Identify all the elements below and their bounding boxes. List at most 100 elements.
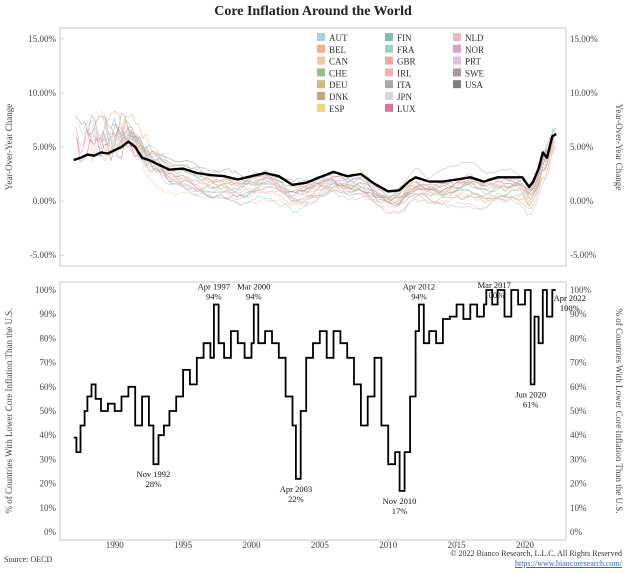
annotation-value: 17% — [392, 506, 408, 516]
top-ytick-label-right: 0.00% — [570, 196, 594, 206]
legend-label-esp: ESP — [329, 104, 345, 114]
annotation-date: Mar 2017 — [478, 280, 511, 290]
legend-label-dnk: DNK — [329, 92, 349, 102]
bottom-ytick-label-right: 70% — [570, 358, 587, 368]
bottom-ytick-label-right: 0% — [570, 527, 583, 537]
bottom-ytick-label-left: 60% — [40, 382, 57, 392]
country-line-swe — [74, 115, 554, 207]
legend-label-nor: NOR — [465, 45, 484, 55]
country-line-prt — [106, 136, 555, 214]
country-line-fra — [97, 128, 557, 214]
annotation-date: Apr 1997 — [198, 282, 230, 292]
xtick-label: 1995 — [174, 540, 193, 550]
country-line-can — [85, 130, 555, 211]
legend-swatch-prt — [453, 56, 461, 65]
legend-label-fin: FIN — [397, 33, 412, 43]
bottom-ytick-label-right: 50% — [570, 406, 587, 416]
top-ytick-label-right: 5.00% — [570, 142, 594, 152]
country-line-nor — [75, 127, 556, 193]
legend-swatch-esp — [317, 103, 325, 112]
bottom-ytick-label-left: 80% — [40, 333, 57, 343]
copyright-text: © 2022 Bianco Research, L.L.C. All Right… — [450, 549, 622, 558]
legend-swatch-aut — [317, 33, 325, 41]
legend-swatch-nld — [453, 33, 461, 41]
country-line-nld — [85, 119, 555, 206]
xtick-label: 2005 — [311, 540, 330, 550]
legend-swatch-dnk — [317, 92, 325, 100]
legend-swatch-che — [317, 68, 325, 77]
annotation-value: 28% — [146, 479, 162, 489]
bottom-ytick-label-right: 20% — [570, 479, 587, 489]
source-note: Source: OECD — [4, 555, 53, 564]
legend-swatch-can — [317, 56, 325, 65]
bottom-ytick-label-left: 20% — [40, 479, 57, 489]
xtick-label: 1990 — [106, 540, 125, 550]
top-ytick-label-right: 15.00% — [570, 34, 598, 44]
annotation-date: Jun 2020 — [515, 389, 546, 399]
annotation-value: 100% — [560, 303, 580, 313]
bottom-ytick-label-right: 90% — [570, 309, 587, 319]
country-line-gbr — [76, 128, 556, 204]
legend-swatch-jpn — [385, 92, 393, 100]
legend-label-lux: LUX — [397, 104, 416, 114]
legend-swatch-ita — [385, 80, 393, 89]
top-ylabel-right: Year-Over-Year Change — [614, 104, 624, 191]
bottom-ytick-label-left: 40% — [40, 430, 57, 440]
chart-title: Core Inflation Around the World — [214, 4, 412, 19]
annotation-date: Apr 2012 — [403, 282, 435, 292]
legend-swatch-fin — [385, 33, 393, 41]
xtick-label: 2010 — [379, 540, 398, 550]
country-line-deu — [111, 127, 557, 204]
pct-lower-line — [73, 289, 556, 492]
legend-label-che: CHE — [329, 68, 348, 78]
bottom-ytick-label-right: 100% — [570, 285, 592, 295]
bottom-ytick-label-right: 40% — [570, 430, 587, 440]
legend-label-can: CAN — [329, 57, 349, 67]
bottom-ytick-label-left: 50% — [40, 406, 57, 416]
legend-swatch-irl — [385, 68, 393, 77]
annotation-date: Nov 2010 — [383, 496, 417, 506]
annotation-date: Apr 2003 — [280, 484, 312, 494]
legend-swatch-deu — [317, 80, 325, 89]
top-ytick-label-left: 10.00% — [28, 88, 56, 98]
top-panel: -5.00% -5.00% 0.00% 0.00% 5.00% 5.00% 10.00% 10… — [4, 27, 624, 267]
bottom-ytick-label-left: 0% — [44, 527, 57, 537]
legend-label-jpn: JPN — [397, 92, 413, 102]
xtick-label: 2020 — [516, 540, 535, 550]
annotation-date: Apr 2022 — [554, 293, 586, 303]
top-ytick-label-left: 0.00% — [33, 196, 57, 206]
legend-swatch-swe — [453, 68, 461, 77]
bottom-ytick-label-left: 70% — [40, 358, 57, 368]
xtick-label: 2015 — [448, 540, 467, 550]
legend-swatch-usa — [453, 80, 461, 89]
bottom-ytick-label-left: 100% — [35, 285, 57, 295]
legend-label-gbr: GBR — [397, 57, 416, 67]
legend-swatch-fra — [385, 44, 393, 53]
country-line-esp — [94, 138, 554, 207]
top-ytick-label-right: -5.00% — [570, 250, 597, 260]
legend-label-fra: FRA — [397, 45, 415, 55]
top-ytick-label-right: 10.00% — [570, 88, 598, 98]
website-link[interactable]: https://www.biancoresearch.com/ — [514, 559, 622, 568]
annotation-value: 94% — [411, 292, 427, 302]
country-line-che — [111, 127, 557, 207]
legend-swatch-nor — [453, 44, 461, 53]
bottom-ytick-label-left: 90% — [40, 309, 57, 319]
annotation-value: 94% — [206, 292, 222, 302]
legend-label-irl: IRL — [397, 68, 412, 78]
bottom-ytick-label-left: 10% — [40, 503, 57, 513]
legend-swatch-bel — [317, 44, 325, 53]
legend-label-bel: BEL — [329, 45, 346, 55]
top-ytick-label-left: 15.00% — [28, 34, 56, 44]
country-line-irl — [114, 120, 556, 215]
annotation-value: 94% — [246, 292, 262, 302]
top-ytick-label-left: -5.00% — [30, 250, 57, 260]
usa-line — [73, 132, 557, 193]
legend-label-prt: PRT — [465, 57, 481, 67]
bottom-panel-frame — [59, 281, 567, 541]
legend-label-deu: DEU — [329, 80, 348, 90]
top-ytick-label-left: 5.00% — [33, 142, 57, 152]
legend-label-swe: SWE — [465, 68, 485, 78]
bottom-ytick-label-right: 10% — [570, 503, 587, 513]
